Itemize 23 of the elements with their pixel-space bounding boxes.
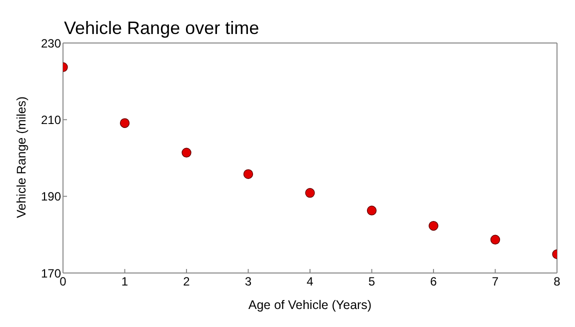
x-tick-label: 6	[430, 274, 438, 289]
x-tick-label: 5	[368, 274, 376, 289]
x-tick-label: 7	[492, 274, 499, 289]
x-tick-label: 8	[554, 274, 561, 289]
y-tick-label: 170	[40, 266, 62, 280]
point	[428, 221, 438, 231]
y-tick-label: 190	[40, 190, 62, 204]
point	[182, 148, 192, 158]
chart-title: Vehicle Range over time	[64, 18, 260, 39]
point	[243, 169, 254, 179]
x-tick-label: 2	[183, 274, 190, 289]
y-tick-label: 230	[40, 36, 62, 50]
x-tick-label: 1	[121, 274, 128, 289]
point	[305, 188, 315, 198]
x-tick-label: 0	[60, 274, 67, 289]
point	[366, 206, 377, 216]
y-tick-label: 210	[40, 112, 62, 127]
x-tick-label: 3	[244, 274, 252, 289]
x-tick-label: 4	[306, 274, 314, 289]
y-axis-title: Vehicle Range (miles)	[14, 96, 28, 218]
point	[490, 234, 500, 244]
point	[120, 118, 130, 128]
x-axis-title: Age of Vehicle (Years)	[248, 298, 372, 312]
